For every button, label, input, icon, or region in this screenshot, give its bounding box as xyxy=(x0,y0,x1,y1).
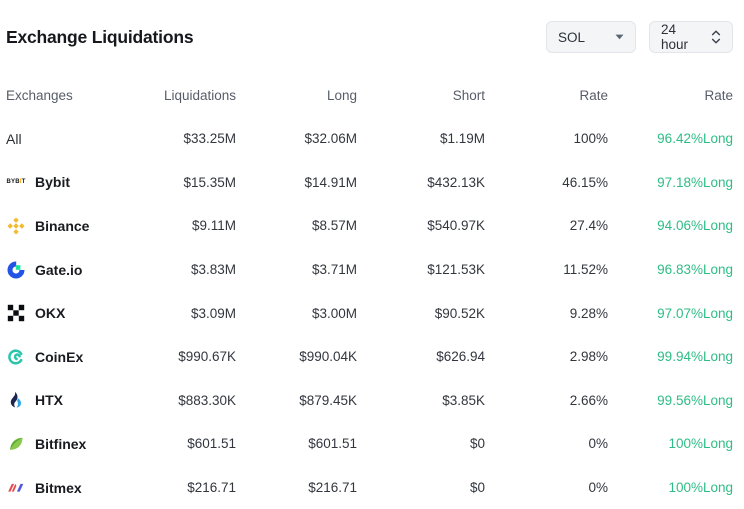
exchange-name: Binance xyxy=(35,217,90,234)
table-row: All $33.25M $32.06M $1.19M 100% 96.42%Long xyxy=(0,117,744,161)
rate-value: 100% xyxy=(573,131,608,147)
long-value: $32.06M xyxy=(304,131,357,147)
long-rate-value: 96.42%Long xyxy=(657,131,733,147)
exchange-name: Bitmex xyxy=(35,479,82,496)
header-controls: SOL 24 hour xyxy=(546,21,733,53)
short-value: $432.13K xyxy=(427,174,485,190)
bitmex-logo-icon xyxy=(6,479,26,497)
long-rate-value: 97.07%Long xyxy=(657,305,733,321)
liquidations-value: $990.67K xyxy=(178,349,236,365)
column-header-exchanges: Exchanges xyxy=(6,87,73,103)
column-header-rate: Rate xyxy=(579,87,608,103)
bybit-logo-icon: BYBIT xyxy=(6,179,26,186)
long-rate-value: 97.18%Long xyxy=(657,174,733,190)
long-rate-value: 94.06%Long xyxy=(657,218,733,234)
rate-value: 9.28% xyxy=(569,305,608,321)
rate-value: 46.15% xyxy=(562,174,608,190)
short-value: $0 xyxy=(469,480,485,496)
short-value: $3.85K xyxy=(442,392,485,408)
exchange-name: HTX xyxy=(35,392,63,409)
coinex-logo-icon xyxy=(6,348,26,366)
exchange-cell: CoinEx xyxy=(6,348,116,366)
liquidations-value: $15.35M xyxy=(183,174,236,190)
table-header-row: Exchanges Liquidations Long Short Rate R… xyxy=(0,83,744,107)
long-value: $14.91M xyxy=(304,174,357,190)
exchange-cell: Binance xyxy=(6,217,116,235)
long-value: $216.71 xyxy=(308,480,357,496)
symbol-select[interactable]: SOL xyxy=(546,21,636,53)
rate-value: 0% xyxy=(588,436,608,452)
column-header-liquidations: Liquidations xyxy=(163,87,236,103)
binance-logo-icon xyxy=(6,217,26,235)
symbol-select-value: SOL xyxy=(558,29,586,45)
table-row: CoinEx $990.67K $990.04K $626.94 2.98% 99.94%… xyxy=(0,335,744,379)
exchange-cell: Bitfinex xyxy=(6,435,116,453)
long-rate-value: 100%Long xyxy=(668,480,733,496)
chevron-down-icon xyxy=(615,34,624,40)
rate-value: 0% xyxy=(588,480,608,496)
exchange-name: All xyxy=(6,130,22,147)
exchange-name: Bybit xyxy=(35,174,70,191)
long-value: $601.51 xyxy=(308,436,357,452)
gateio-logo-icon xyxy=(6,261,26,279)
exchange-name: Gate.io xyxy=(35,261,83,278)
exchange-name: CoinEx xyxy=(35,348,84,365)
long-value: $3.71M xyxy=(311,262,357,278)
short-value: $626.94 xyxy=(436,349,485,365)
long-value: $990.04K xyxy=(299,349,357,365)
exchange-cell: Bitmex xyxy=(6,479,116,497)
htx-logo-icon xyxy=(6,391,26,409)
okx-logo-icon xyxy=(6,304,26,322)
rate-value: 2.98% xyxy=(569,349,608,365)
table-row: OKX $3.09M $3.00M $90.52K 9.28% 97.07%Long xyxy=(0,291,744,335)
rate-value: 27.4% xyxy=(569,218,608,234)
short-value: $121.53K xyxy=(427,262,485,278)
liquidations-value: $3.83M xyxy=(190,262,236,278)
long-rate-value: 100%Long xyxy=(668,436,733,452)
column-header-long-rate: Rate xyxy=(704,87,733,103)
rate-value: 11.52% xyxy=(563,262,608,278)
exchange-cell: All xyxy=(6,131,116,147)
exchange-name: Bitfinex xyxy=(35,435,87,452)
column-header-short: Short xyxy=(452,87,485,103)
long-value: $3.00M xyxy=(311,305,357,321)
short-value: $540.97K xyxy=(427,218,485,234)
exchange-cell: Gate.io xyxy=(6,261,116,279)
liquidations-value: $883.30K xyxy=(178,392,236,408)
table-row: Bitmex $216.71 $216.71 $0 0% 100%Long xyxy=(0,466,744,509)
short-value: $1.19M xyxy=(439,131,485,147)
liquidations-value: $9.11M xyxy=(191,218,236,234)
column-header-long: Long xyxy=(326,87,357,103)
table-row: Gate.io $3.83M $3.71M $121.53K 11.52% 96.83%L… xyxy=(0,248,744,292)
liquidations-value: $3.09M xyxy=(190,305,236,321)
panel-header: Exchange Liquidations SOL 24 hour xyxy=(0,0,744,54)
short-value: $0 xyxy=(469,436,485,452)
exchange-cell: BYBIT Bybit xyxy=(6,173,116,191)
up-down-chevrons-icon xyxy=(711,30,721,44)
exchange-name: OKX xyxy=(35,305,66,322)
exchange-cell: HTX xyxy=(6,391,116,409)
long-value: $879.45K xyxy=(299,392,357,408)
table-row: Bitfinex $601.51 $601.51 $0 0% 100%Long xyxy=(0,422,744,466)
liquidations-value: $601.51 xyxy=(187,436,236,452)
long-rate-value: 99.56%Long xyxy=(657,392,733,408)
period-select-value: 24 hour xyxy=(661,22,689,52)
table-row: BYBIT Bybit $15.35M $14.91M $432.13K 46.15% 97… xyxy=(0,161,744,205)
long-rate-value: 99.94%Long xyxy=(657,349,733,365)
bitfinex-logo-icon xyxy=(6,435,26,453)
long-rate-value: 96.83%Long xyxy=(657,262,733,278)
liquidations-value: $33.25M xyxy=(183,131,236,147)
short-value: $90.52K xyxy=(434,305,485,321)
table-row: HTX $883.30K $879.45K $3.85K 2.66% 99.56%Long xyxy=(0,379,744,423)
long-value: $8.57M xyxy=(311,218,357,234)
table-body: All $33.25M $32.06M $1.19M 100% 96.42%Long BYB… xyxy=(0,117,744,509)
exchange-cell: OKX xyxy=(6,304,116,322)
liquidations-value: $216.71 xyxy=(187,480,236,496)
rate-value: 2.66% xyxy=(569,392,608,408)
period-select[interactable]: 24 hour xyxy=(649,21,733,53)
page-title: Exchange Liquidations xyxy=(6,26,194,47)
table-row: Binance $9.11M $8.57M $540.97K 27.4% 94.06%Lo… xyxy=(0,204,744,248)
